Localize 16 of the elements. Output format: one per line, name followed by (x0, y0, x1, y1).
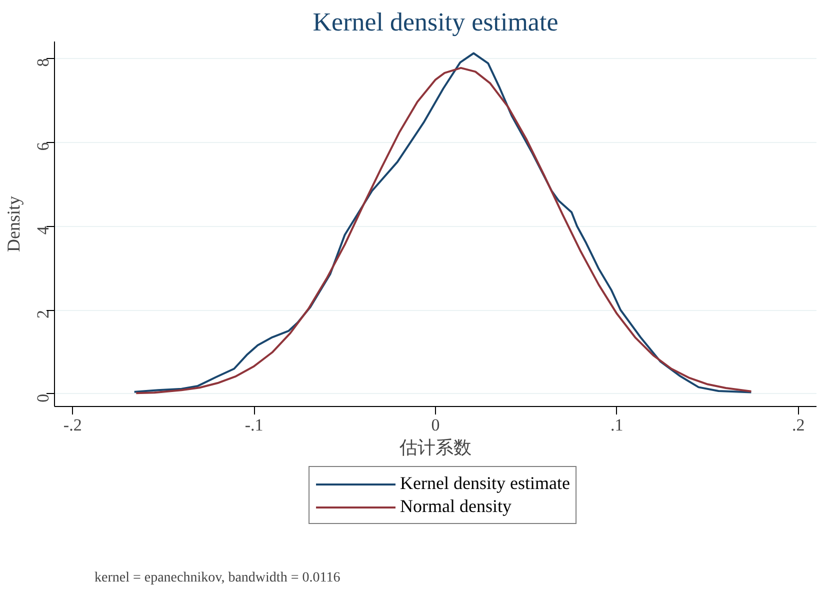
y-tick-label: 4 (34, 226, 52, 235)
y-tick-label: 6 (34, 142, 52, 151)
x-tick-label: .1 (610, 416, 624, 434)
chart-title: Kernel density estimate (312, 8, 558, 36)
y-axis-title: Density (4, 196, 24, 252)
y-tick-label: 2 (34, 310, 52, 319)
x-tick-label: .2 (792, 416, 805, 434)
y-tick-label: 0 (34, 394, 52, 402)
x-tick-label: 0 (431, 416, 440, 434)
legend-label: Kernel density estimate (400, 473, 570, 494)
x-tick-label: -.2 (63, 416, 82, 434)
legend-label: Normal density (400, 496, 512, 517)
x-tick-label: -.1 (244, 416, 264, 434)
x-axis-title: 估计系数 (398, 438, 472, 458)
y-tick-label: 8 (34, 58, 52, 67)
text: kernel = epanechnikov, bandwidth = 0.0116 (94, 570, 340, 586)
